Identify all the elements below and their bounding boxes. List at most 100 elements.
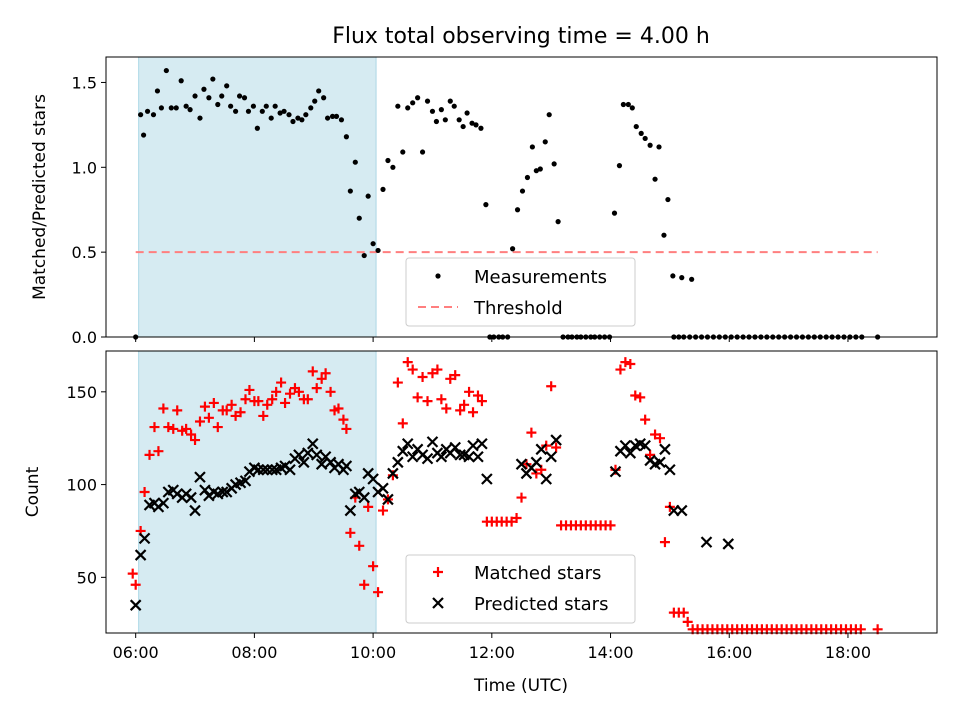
measurement-point <box>168 105 174 111</box>
measurement-point <box>352 159 358 165</box>
measurement-point <box>263 103 269 109</box>
matched-star-point <box>682 616 693 627</box>
measurement-point <box>365 193 371 199</box>
measurement-point <box>277 110 283 116</box>
matched-star-point <box>262 399 273 410</box>
y-tick-label: 0.5 <box>72 243 97 262</box>
predicted-star-point <box>515 458 528 470</box>
matched-star-point <box>316 373 327 384</box>
measurement-point <box>299 117 305 123</box>
predicted-star-point <box>266 463 278 476</box>
measurement-point <box>347 188 353 194</box>
bottom-legend: Matched stars Predicted stars <box>405 554 636 624</box>
measurement-point <box>187 107 193 113</box>
measurement-point <box>460 123 466 130</box>
measurement-point <box>473 122 479 128</box>
predicted-star-point <box>530 456 543 469</box>
measurement-point <box>281 108 287 114</box>
predicted-star-point <box>239 475 252 487</box>
matched-star-point <box>630 390 641 401</box>
predicted-star-point <box>306 437 319 450</box>
measurement-point <box>140 132 147 138</box>
matched-legend-label: Matched stars <box>474 563 601 584</box>
measurement-point <box>144 108 151 114</box>
predicted-star-point <box>397 445 409 457</box>
matched-star-point <box>153 446 164 457</box>
matched-star-point <box>640 414 651 425</box>
matched-star-point <box>645 449 656 460</box>
matched-star-point <box>293 386 304 397</box>
measurement-point <box>429 108 436 114</box>
measurement-point <box>370 241 376 247</box>
matched-star-point <box>285 388 296 399</box>
measurement-point <box>620 101 626 108</box>
matched-star-point <box>354 540 365 551</box>
measurement-point <box>524 174 531 181</box>
predicted-star-point <box>550 434 562 446</box>
matched-star-point <box>432 364 443 375</box>
matched-star-point <box>163 422 174 433</box>
matched-star-point <box>338 414 349 425</box>
matched-star-point <box>253 396 264 407</box>
measurements-legend-label: Measurements <box>474 267 607 288</box>
measurement-point <box>329 113 336 119</box>
predicted-star-point <box>624 447 637 459</box>
top-legend: Measurements Threshold <box>405 257 636 327</box>
matched-star-point <box>280 397 291 408</box>
matched-star-point <box>468 407 479 418</box>
matched-star-point <box>412 392 423 403</box>
matched-star-point <box>659 537 670 548</box>
predicted-star-point <box>252 463 265 476</box>
measurement-point <box>338 117 345 123</box>
predicted-star-point <box>481 473 493 485</box>
predicted-star-point <box>310 449 323 461</box>
matched-star-point <box>464 386 475 397</box>
matched-star-point <box>311 383 322 394</box>
bottom-plot-frame <box>105 350 938 634</box>
measurement-point <box>611 210 618 216</box>
matched-star-point <box>276 377 287 388</box>
matched-star-point <box>199 401 210 412</box>
measurement-point <box>546 112 552 118</box>
predicted-star-point <box>435 450 448 463</box>
measurement-point <box>325 115 331 121</box>
measurement-point <box>154 88 161 94</box>
top-legend-box <box>405 257 636 327</box>
measurement-point <box>286 112 292 118</box>
predicted-star-point <box>199 484 211 496</box>
measurement-point <box>689 276 695 282</box>
predicted-star-point <box>315 458 328 470</box>
measurement-point <box>210 76 216 82</box>
matched-star-point <box>441 403 452 414</box>
measurement-point <box>183 103 189 109</box>
predicted-star-point <box>344 504 357 517</box>
measurement-point <box>670 273 676 279</box>
measurement-point <box>250 103 257 109</box>
measurement-point <box>290 118 296 125</box>
matched-star-point <box>455 405 466 416</box>
matched-star-point <box>363 501 374 512</box>
measurement-point <box>555 219 561 225</box>
measurement-point <box>642 135 648 142</box>
predicted-stars-points <box>129 434 735 611</box>
matched-star-point <box>402 357 413 368</box>
measurement-point <box>390 164 396 170</box>
measurement-point <box>228 103 234 109</box>
measurement-point <box>665 196 671 203</box>
measurement-point <box>173 105 179 111</box>
measurement-point <box>537 166 543 172</box>
matched-star-point <box>190 435 201 446</box>
x-tick-label: 14:00 <box>587 643 633 662</box>
predicted-star-point <box>675 504 688 517</box>
threshold-legend-label: Threshold <box>473 298 563 319</box>
measurement-point <box>333 113 340 119</box>
matched-star-point <box>258 410 269 421</box>
matched-star-point <box>307 366 318 377</box>
matched-star-point <box>235 407 246 418</box>
measurement-point <box>451 103 457 109</box>
predicted-star-point <box>189 504 201 517</box>
measurement-point <box>616 163 623 169</box>
predicted-star-point <box>185 491 197 504</box>
matched-star-point <box>472 390 483 401</box>
bottom-x-ticks: 06:00 08:00 10:00 12:00 14:00 16:00 18:00 <box>113 633 871 662</box>
